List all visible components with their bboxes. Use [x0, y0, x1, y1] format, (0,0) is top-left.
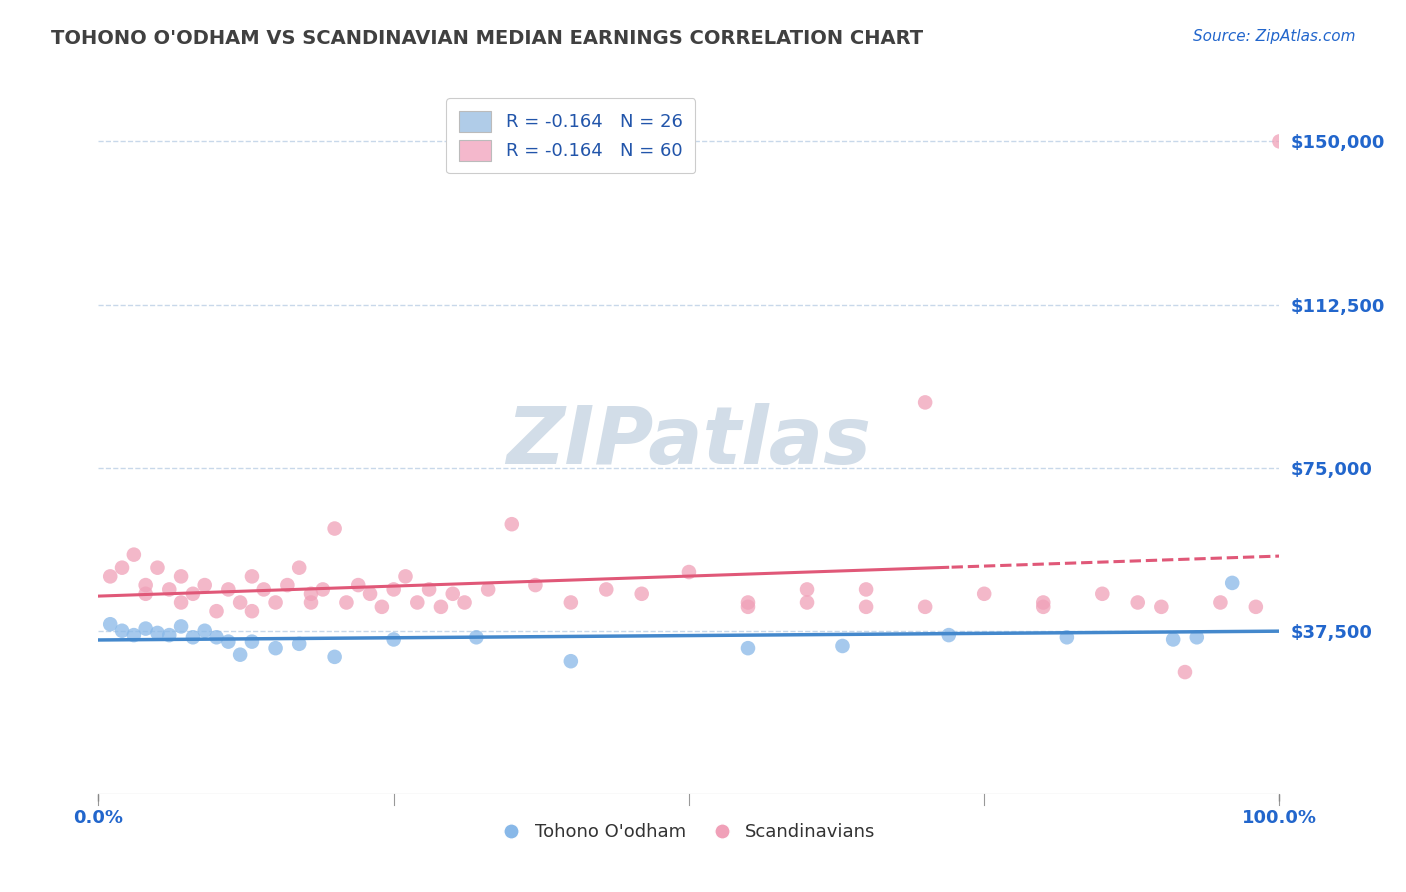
- Point: [170, 569, 193, 583]
- Point: [135, 587, 157, 601]
- Point: [524, 578, 547, 592]
- Point: [1185, 630, 1208, 644]
- Point: [394, 569, 416, 583]
- Point: [194, 624, 217, 638]
- Point: [111, 560, 134, 574]
- Point: [1244, 599, 1267, 614]
- Point: [796, 582, 818, 597]
- Point: [240, 604, 263, 618]
- Point: [288, 637, 311, 651]
- Point: [1091, 587, 1114, 601]
- Point: [1174, 665, 1197, 679]
- Point: [276, 578, 298, 592]
- Point: [347, 578, 370, 592]
- Point: [477, 582, 499, 597]
- Point: [1032, 599, 1054, 614]
- Point: [418, 582, 440, 597]
- Point: [157, 628, 180, 642]
- Point: [240, 569, 263, 583]
- Point: [170, 619, 193, 633]
- Point: [382, 632, 405, 647]
- Point: [111, 624, 134, 638]
- Point: [359, 587, 381, 601]
- Point: [796, 595, 818, 609]
- Point: [1032, 595, 1054, 609]
- Point: [595, 582, 617, 597]
- Point: [1209, 595, 1232, 609]
- Point: [217, 634, 239, 648]
- Legend: Tohono O'odham, Scandinavians: Tohono O'odham, Scandinavians: [495, 816, 883, 848]
- Point: [135, 578, 157, 592]
- Point: [170, 595, 193, 609]
- Point: [914, 599, 936, 614]
- Point: [264, 641, 287, 656]
- Point: [194, 578, 217, 592]
- Point: [264, 595, 287, 609]
- Point: [135, 622, 157, 636]
- Point: [181, 587, 204, 601]
- Point: [973, 587, 995, 601]
- Point: [1056, 630, 1078, 644]
- Text: Source: ZipAtlas.com: Source: ZipAtlas.com: [1192, 29, 1355, 44]
- Point: [146, 626, 169, 640]
- Point: [323, 522, 346, 536]
- Point: [1126, 595, 1149, 609]
- Point: [217, 582, 239, 597]
- Point: [938, 628, 960, 642]
- Point: [98, 569, 121, 583]
- Point: [406, 595, 429, 609]
- Point: [1268, 135, 1291, 149]
- Point: [335, 595, 357, 609]
- Point: [1161, 632, 1184, 647]
- Point: [323, 649, 346, 664]
- Point: [678, 565, 700, 579]
- Point: [855, 599, 877, 614]
- Point: [630, 587, 652, 601]
- Point: [382, 582, 405, 597]
- Point: [240, 634, 263, 648]
- Point: [122, 628, 145, 642]
- Point: [371, 599, 394, 614]
- Point: [1150, 599, 1173, 614]
- Point: [205, 604, 228, 618]
- Point: [253, 582, 276, 597]
- Point: [205, 630, 228, 644]
- Text: ZIPatlas: ZIPatlas: [506, 402, 872, 481]
- Point: [299, 587, 322, 601]
- Point: [181, 630, 204, 644]
- Point: [430, 599, 453, 614]
- Point: [914, 395, 936, 409]
- Point: [157, 582, 180, 597]
- Point: [465, 630, 488, 644]
- Point: [229, 648, 252, 662]
- Point: [229, 595, 252, 609]
- Point: [855, 582, 877, 597]
- Point: [501, 517, 523, 532]
- Point: [299, 595, 322, 609]
- Point: [288, 560, 311, 574]
- Point: [453, 595, 475, 609]
- Point: [146, 560, 169, 574]
- Point: [737, 595, 759, 609]
- Point: [1220, 575, 1243, 590]
- Point: [560, 595, 582, 609]
- Point: [737, 641, 759, 656]
- Point: [312, 582, 335, 597]
- Point: [98, 617, 121, 632]
- Point: [441, 587, 464, 601]
- Point: [122, 548, 145, 562]
- Text: TOHONO O'ODHAM VS SCANDINAVIAN MEDIAN EARNINGS CORRELATION CHART: TOHONO O'ODHAM VS SCANDINAVIAN MEDIAN EA…: [51, 29, 922, 47]
- Point: [831, 639, 853, 653]
- Point: [737, 599, 759, 614]
- Point: [560, 654, 582, 668]
